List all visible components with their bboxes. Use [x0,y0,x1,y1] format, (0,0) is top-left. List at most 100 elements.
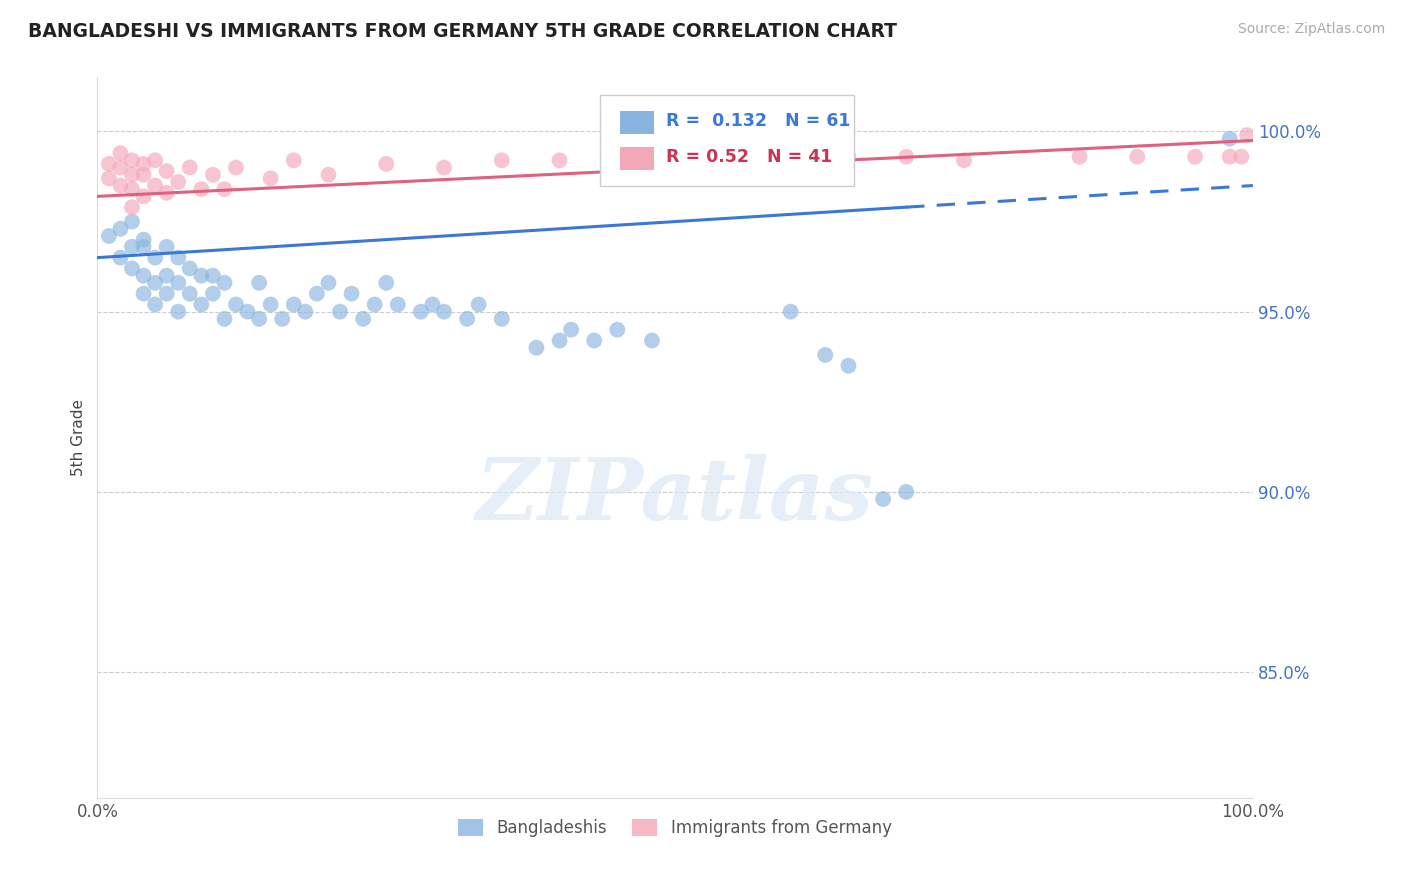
Point [201,168,224,182]
Point [318,276,340,290]
Point [97,171,120,186]
Point [143,251,166,265]
Point [1219,150,1241,164]
Point [143,276,166,290]
Point [283,297,305,311]
Point [167,251,190,265]
Point [214,276,236,290]
Point [236,304,259,318]
Point [953,153,976,168]
Point [121,261,143,276]
FancyBboxPatch shape [600,95,855,186]
Point [606,323,628,337]
Point [97,229,120,244]
Text: ZIPatlas: ZIPatlas [477,454,875,537]
Point [318,168,340,182]
Point [837,359,859,373]
Point [1219,131,1241,145]
Point [260,171,283,186]
Point [433,161,456,175]
Point [132,233,155,247]
Point [110,146,132,161]
Point [271,311,294,326]
Point [121,240,143,254]
Legend: Bangladeshis, Immigrants from Germany: Bangladeshis, Immigrants from Germany [451,813,898,844]
Point [548,153,571,168]
Bar [620,146,654,169]
Point [167,175,190,189]
Point [375,276,398,290]
Point [132,240,155,254]
Point [201,286,224,301]
Point [121,214,143,228]
Point [491,311,513,326]
Point [329,304,352,318]
Point [641,334,664,348]
Point [143,153,166,168]
Point [664,157,686,171]
Point [179,161,201,175]
Point [467,297,489,311]
Point [225,161,247,175]
Point [583,334,606,348]
Point [156,268,179,283]
Point [110,251,132,265]
Point [121,182,143,196]
Point [132,189,155,203]
Point [247,276,270,290]
Point [305,286,328,301]
Point [201,268,224,283]
Point [526,341,548,355]
Point [132,268,155,283]
Bar [620,111,654,134]
Point [721,150,744,164]
Point [433,304,456,318]
Point [560,323,582,337]
Point [179,286,201,301]
Point [190,268,212,283]
Point [779,150,801,164]
Point [283,153,305,168]
Point [190,182,212,196]
Point [110,178,132,193]
Point [97,157,120,171]
Point [1126,150,1149,164]
Text: R = 0.52   N = 41: R = 0.52 N = 41 [666,148,832,166]
Point [340,286,363,301]
Point [387,297,409,311]
Point [190,297,212,311]
Point [121,168,143,182]
Point [896,150,918,164]
Point [143,297,166,311]
Text: Source: ZipAtlas.com: Source: ZipAtlas.com [1237,22,1385,37]
Point [156,164,179,178]
Point [110,221,132,235]
Text: BANGLADESHI VS IMMIGRANTS FROM GERMANY 5TH GRADE CORRELATION CHART: BANGLADESHI VS IMMIGRANTS FROM GERMANY 5… [28,22,897,41]
Point [143,178,166,193]
Point [156,186,179,200]
Point [814,348,837,362]
Point [214,311,236,326]
Point [132,286,155,301]
Point [422,297,444,311]
Point [156,286,179,301]
Point [872,491,894,506]
Point [837,150,859,164]
Point [1069,150,1091,164]
Point [409,304,432,318]
Point [247,311,270,326]
Point [260,297,283,311]
Point [121,153,143,168]
Point [225,297,247,311]
Point [456,311,478,326]
Point [110,161,132,175]
Point [1236,128,1258,142]
Point [132,168,155,182]
Point [1230,150,1253,164]
Point [167,276,190,290]
Text: R =  0.132   N = 61: R = 0.132 N = 61 [666,112,851,129]
Point [491,153,513,168]
Point [779,304,801,318]
Point [179,261,201,276]
Point [121,200,143,214]
